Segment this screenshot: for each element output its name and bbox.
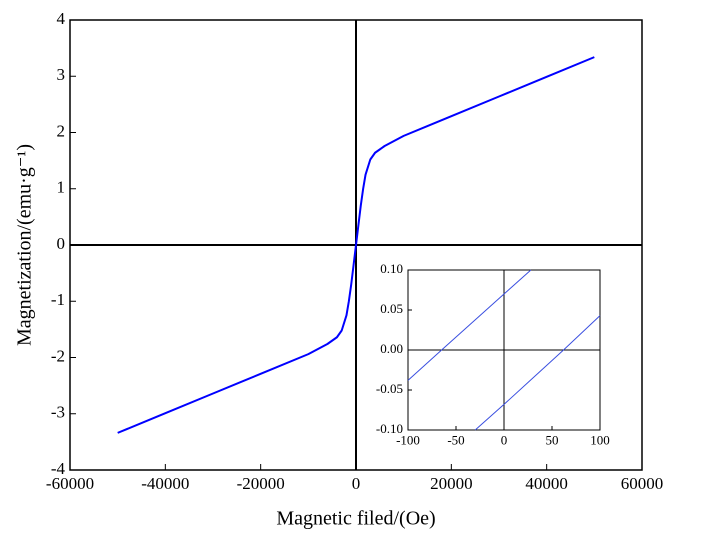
- y-tick-label: 0.10: [380, 261, 403, 276]
- data-line: [117, 56, 595, 434]
- y-tick-label: -0.05: [376, 381, 403, 396]
- x-axis-label: Magnetic filed/(Oe): [276, 508, 435, 530]
- x-tick-label: 50: [546, 433, 559, 448]
- x-tick-label: -40000: [141, 474, 189, 493]
- y-tick-label: 3: [57, 65, 66, 84]
- x-tick-label: -60000: [46, 474, 94, 493]
- x-tick-label: 0: [352, 474, 361, 493]
- x-tick-label: -50: [447, 433, 464, 448]
- y-tick-label: -4: [51, 459, 66, 478]
- y-tick-label: 0: [57, 234, 66, 253]
- y-tick-label: -0.10: [376, 421, 403, 436]
- y-tick-label: 0.05: [380, 301, 403, 316]
- y-tick-label: 0.00: [380, 341, 403, 356]
- x-tick-label: 20000: [430, 474, 473, 493]
- y-tick-label: 1: [57, 178, 66, 197]
- x-tick-label: 60000: [621, 474, 664, 493]
- y-tick-label: 4: [57, 9, 66, 28]
- x-tick-label: 40000: [525, 474, 568, 493]
- y-tick-label: -3: [51, 403, 65, 422]
- x-tick-label: -20000: [237, 474, 285, 493]
- data-line: [474, 315, 601, 431]
- y-tick-label: 2: [57, 121, 66, 140]
- x-tick-label: 100: [590, 433, 610, 448]
- x-tick-label: 0: [501, 433, 508, 448]
- x-tick-label: -100: [396, 433, 420, 448]
- y-axis-label: Magnetization/(emu·g⁻¹): [14, 144, 36, 346]
- data-line: [407, 269, 532, 381]
- y-tick-label: -2: [51, 346, 65, 365]
- y-tick-label: -1: [51, 290, 65, 309]
